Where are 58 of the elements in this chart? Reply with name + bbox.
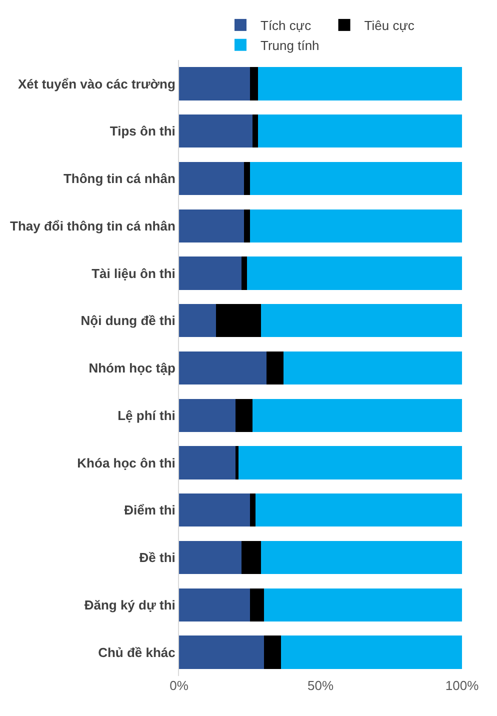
bar [236, 398, 253, 432]
bar [250, 588, 264, 622]
bar [179, 209, 244, 242]
x-tick-label: 0% [170, 678, 189, 693]
bar [241, 256, 247, 290]
bar [250, 162, 462, 196]
bar [179, 67, 250, 100]
bar [250, 494, 256, 527]
bar [261, 304, 462, 338]
bar [216, 304, 262, 338]
bar [258, 114, 462, 148]
bar [284, 351, 462, 385]
bar [266, 351, 284, 385]
bar [238, 446, 462, 480]
bar [258, 67, 462, 100]
bar [252, 114, 258, 148]
bar [250, 67, 258, 100]
y-tick-label: Tips ôn thi [110, 124, 176, 139]
legend-label: Tiêu cực [364, 18, 415, 34]
legend-label: Trung tính [260, 38, 320, 53]
bar [246, 256, 462, 290]
bar [252, 398, 462, 432]
bar [179, 351, 267, 385]
bar [264, 636, 281, 669]
y-tick-label: Lệ phí thi [118, 408, 176, 423]
y-tick-label: Thay đổi thông tin cá nhân [10, 218, 176, 234]
bar [280, 636, 462, 669]
x-tick-label: 100% [445, 678, 480, 693]
bar [244, 162, 250, 196]
bar [179, 162, 244, 196]
y-tick-label: Đăng ký dự thi [84, 597, 176, 612]
bar [179, 494, 250, 527]
bar [179, 636, 264, 669]
bar [179, 114, 253, 148]
bar [179, 446, 236, 480]
legend-label: Tích cực [260, 18, 312, 34]
bar [255, 494, 462, 527]
bar [179, 588, 250, 622]
y-tick-label: Điểm thi [124, 502, 176, 518]
x-tick-label: 50% [307, 678, 334, 693]
bar [236, 446, 238, 480]
bar [179, 304, 216, 338]
bar [179, 256, 242, 290]
y-tick-label: Đề thi [139, 550, 176, 566]
bar [179, 540, 242, 574]
bar [250, 209, 462, 242]
y-tick-label: Nhóm học tập [88, 360, 176, 376]
y-tick-label: Thông tin cá nhân [63, 171, 176, 186]
y-tick-label: Xét tuyển vào các trường [18, 76, 176, 92]
bar [264, 588, 462, 622]
bar [179, 398, 236, 432]
bar [241, 540, 262, 574]
y-tick-label: Tài liệu ôn thi [92, 266, 176, 281]
bar [244, 209, 250, 242]
y-tick-label: Chủ đề khác [98, 644, 176, 660]
y-tick-label: Khóa học ôn thi [77, 455, 176, 470]
y-tick-label: Nội dung đề thi [80, 313, 176, 328]
bar [261, 540, 462, 574]
